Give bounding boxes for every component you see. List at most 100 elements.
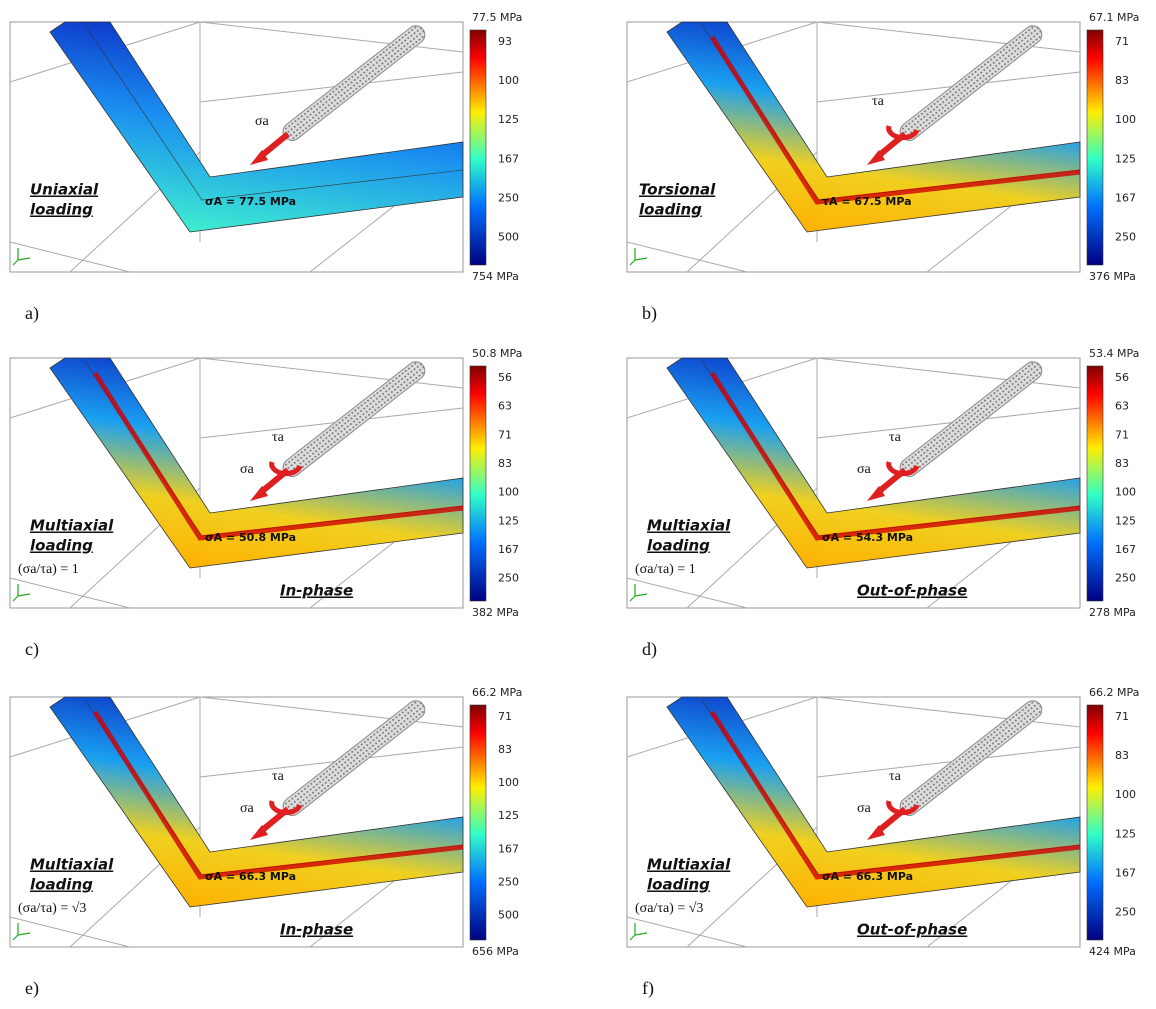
colorbar-tick: 71 [1115, 35, 1129, 48]
colorbar-tick: 250 [498, 875, 519, 888]
axis-triad [629, 923, 648, 941]
colorbar-tick: 250 [498, 572, 519, 585]
colorbar-tick: 83 [1115, 457, 1129, 470]
load-symbol: σa [240, 801, 255, 816]
load-symbol: σa [857, 801, 872, 816]
wireframe [199, 357, 464, 389]
stress-band [709, 371, 1081, 541]
panel: τa σa Multiaxial loading (σa/τa) = 1 In-phase… [9, 347, 522, 619]
colorbar [1086, 704, 1104, 941]
colorbar-tick: 71 [498, 710, 512, 723]
colorbar [469, 365, 487, 602]
load-symbol: τa [889, 769, 902, 784]
phase-label: In-phase [280, 921, 353, 939]
colorbar-min: 424 MPa [1089, 945, 1136, 958]
wireframe [816, 357, 1081, 389]
colorbar-min: 754 MPa [472, 270, 519, 283]
load-symbol: τa [889, 430, 902, 445]
strut [49, 21, 464, 233]
wireframe [199, 71, 464, 103]
panel: τa σa Multiaxial loading (σa/τa) = 1 Out-of-p… [626, 347, 1139, 619]
stress-annotation: τA = 67.5 MPa [822, 195, 912, 208]
torsion-arrow [269, 461, 303, 476]
colorbar-tick: 56 [498, 371, 512, 384]
wireframe [9, 241, 131, 273]
axis-triad [12, 923, 31, 941]
loading-label: loading [30, 876, 93, 894]
torsion-arrow [886, 800, 920, 815]
colorbar-tick: 250 [1115, 905, 1136, 918]
wireframe [199, 746, 464, 778]
colorbar [469, 704, 487, 941]
loading-label: Multiaxial [30, 856, 114, 874]
colorbar-tick: 167 [1115, 543, 1136, 556]
colorbar-tick: 100 [498, 74, 519, 87]
load-arrow-head [250, 150, 268, 165]
torsion-arrow [269, 800, 303, 815]
colorbar-min: 382 MPa [472, 606, 519, 619]
wireframe [199, 21, 464, 53]
panel: τa Torsional loading τA = 67.5 MPa 67.1 MPa 3… [626, 11, 1139, 283]
load-symbol: τa [272, 430, 285, 445]
load-arrow-head [250, 825, 268, 840]
loading-label: loading [647, 537, 710, 555]
colorbar-tick: 100 [498, 776, 519, 789]
loading-label: Multiaxial [30, 517, 114, 535]
colorbar-tick: 125 [1115, 827, 1136, 840]
axis-triad [629, 584, 648, 602]
colorbar-tick: 83 [498, 457, 512, 470]
colorbar-tick: 71 [1115, 428, 1129, 441]
phase-label: Out-of-phase [857, 921, 967, 939]
ratio-label: (σa/τa) = 1 [635, 562, 696, 577]
torsion-arrow [886, 461, 920, 476]
phase-label: In-phase [280, 582, 353, 600]
colorbar-tick: 83 [498, 743, 512, 756]
strut [666, 21, 1081, 233]
strut [666, 357, 1081, 569]
phase-label: Out-of-phase [857, 582, 967, 600]
ratio-label: (σa/τa) = √3 [18, 901, 86, 916]
strut [49, 696, 464, 908]
ratio-label: (σa/τa) = 1 [18, 562, 79, 577]
colorbar-min: 376 MPa [1089, 270, 1136, 283]
colorbar-max: 67.1 MPa [1089, 11, 1139, 24]
ratio-label: (σa/τa) = √3 [635, 901, 703, 916]
load-arrow-head [867, 486, 885, 501]
colorbar-tick: 250 [1115, 572, 1136, 585]
colorbar-min: 278 MPa [1089, 606, 1136, 619]
colorbar-max: 66.2 MPa [1089, 686, 1139, 699]
stress-annotation: σA = 50.8 MPa [205, 531, 296, 544]
load-symbol: τa [272, 769, 285, 784]
colorbar-tick: 167 [1115, 191, 1136, 204]
loading-label: Torsional [639, 181, 716, 199]
wireframe [626, 916, 748, 948]
strut [49, 357, 464, 569]
colorbar-tick: 167 [498, 842, 519, 855]
load-symbol: σa [240, 462, 255, 477]
colorbar-max: 50.8 MPa [472, 347, 522, 360]
wireframe [816, 21, 1081, 53]
loading-label: Multiaxial [647, 517, 731, 535]
wireframe [816, 407, 1081, 439]
stress-annotation: σA = 66.3 MPa [822, 870, 913, 883]
load-arrow [258, 131, 290, 160]
stress-annotation: σA = 66.3 MPa [205, 870, 296, 883]
colorbar-tick: 500 [498, 230, 519, 243]
stress-band [709, 710, 1081, 880]
colorbar-max: 77.5 MPa [472, 11, 522, 24]
load-symbol: σa [857, 462, 872, 477]
colorbar-tick: 83 [1115, 74, 1129, 87]
colorbar-tick: 167 [498, 152, 519, 165]
stress-annotation: σA = 54.3 MPa [822, 531, 913, 544]
axis-triad [12, 584, 31, 602]
colorbar-tick: 125 [1115, 514, 1136, 527]
torsion-arrow [886, 125, 920, 140]
panel-label: b) [642, 303, 657, 324]
strut-edge [84, 24, 464, 201]
colorbar [469, 29, 487, 266]
panel-label: d) [642, 639, 657, 660]
loading-label: loading [639, 201, 702, 219]
colorbar-max: 53.4 MPa [1089, 347, 1139, 360]
loading-label: loading [30, 201, 93, 219]
